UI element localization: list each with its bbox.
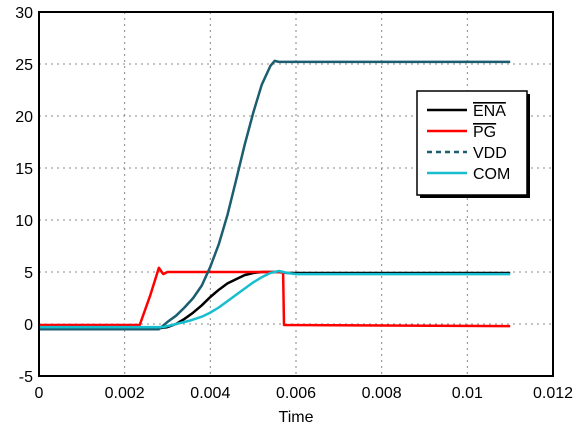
- series-line-com: [39, 269, 511, 329]
- legend-label: COM: [473, 166, 510, 183]
- y-tick-label: 30: [15, 5, 33, 22]
- x-tick-label: 0.006: [276, 385, 316, 402]
- y-tick-label: -5: [19, 369, 33, 386]
- x-tick-label: 0.008: [362, 385, 402, 402]
- x-tick-label: 0.004: [190, 385, 230, 402]
- x-tick-label: 0.002: [105, 385, 145, 402]
- y-tick-label: 0: [24, 317, 33, 334]
- x-tick-label: 0.012: [533, 385, 573, 402]
- y-tick-label: 10: [15, 213, 33, 230]
- y-tick-label: 5: [24, 265, 33, 282]
- series-line-pg: [39, 266, 511, 328]
- y-tick-label: 25: [15, 57, 33, 74]
- y-tick-label: 20: [15, 109, 33, 126]
- legend-label: ENA: [473, 103, 506, 120]
- legend-label: VDD: [473, 145, 507, 162]
- plot-frame: [38, 11, 554, 377]
- series-line-ena: [39, 270, 511, 330]
- x-tick-label: 0.01: [452, 385, 483, 402]
- legend-box: [416, 90, 528, 196]
- x-axis-label: Time: [279, 409, 314, 426]
- chart-ticks: 0 0.002 0.004 0.006 0.008 0.01 0.012-505101520…: [15, 5, 573, 402]
- chart-legend: ENA PG VDD COM: [416, 90, 530, 198]
- legend-label: PG: [473, 124, 496, 141]
- series-line-vdd: [39, 59, 511, 331]
- chart-series-group: [39, 59, 511, 331]
- y-tick-label: 15: [15, 161, 33, 178]
- x-tick-label: 0: [35, 385, 44, 402]
